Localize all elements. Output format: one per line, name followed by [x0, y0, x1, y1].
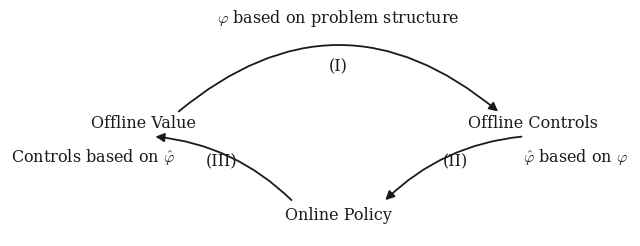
Text: Offline Controls: Offline Controls — [468, 114, 598, 132]
Text: (I): (I) — [329, 59, 348, 76]
Text: Online Policy: Online Policy — [285, 207, 392, 224]
Text: Offline Value: Offline Value — [91, 114, 196, 132]
Text: (II): (II) — [443, 154, 468, 170]
Text: (III): (III) — [205, 154, 237, 170]
Text: Controls based on $\hat{\varphi}$: Controls based on $\hat{\varphi}$ — [11, 147, 175, 167]
Text: $\hat{\varphi}$ based on $\varphi$: $\hat{\varphi}$ based on $\varphi$ — [522, 147, 628, 167]
Text: $\varphi$ based on problem structure: $\varphi$ based on problem structure — [217, 8, 460, 29]
